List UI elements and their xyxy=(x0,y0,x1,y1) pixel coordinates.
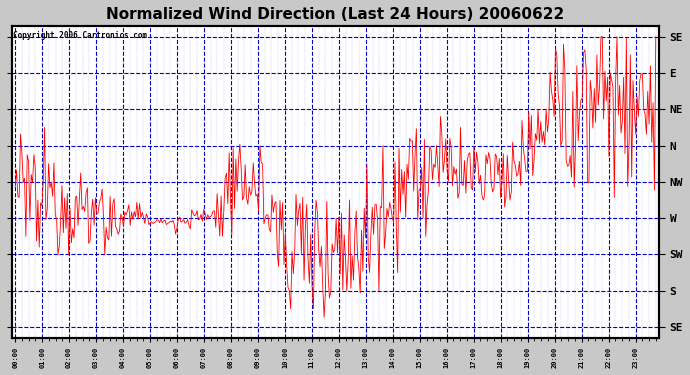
Text: Copyright 2006 Cartronics.com: Copyright 2006 Cartronics.com xyxy=(13,31,147,40)
Title: Normalized Wind Direction (Last 24 Hours) 20060622: Normalized Wind Direction (Last 24 Hours… xyxy=(106,7,564,22)
